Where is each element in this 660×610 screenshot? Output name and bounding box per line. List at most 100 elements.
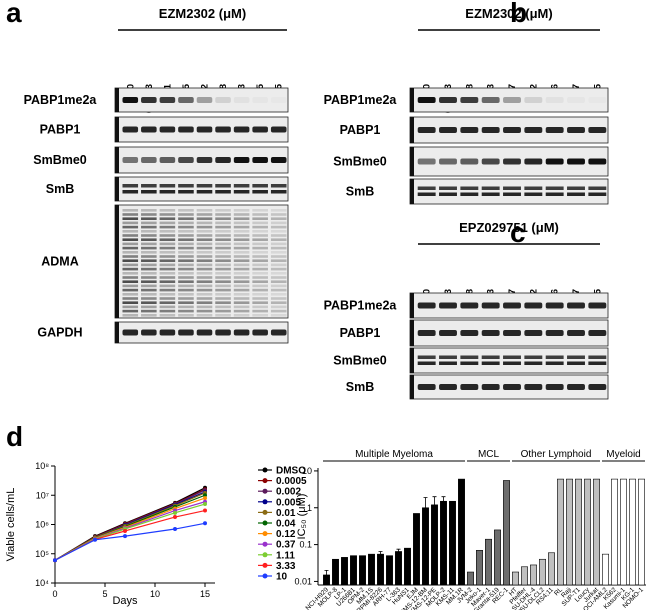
blot-band [270,190,287,194]
blot-band [122,246,139,250]
blot-band [141,238,157,241]
bar [557,478,564,586]
blot-band [233,280,250,283]
blot-band [439,330,457,336]
blot-band [178,309,194,313]
data-point [173,527,177,532]
concentration-label: 0 [422,84,433,89]
bar [449,500,456,586]
blot-band [215,246,231,250]
blot-band [252,297,268,300]
blot-band [122,225,139,229]
group-label: Other Lymphoid [521,449,592,460]
bar [440,500,447,586]
blot-band [252,267,268,271]
bar [476,549,483,586]
bar [377,553,384,586]
blot-band [233,209,250,212]
blot-band [196,309,213,313]
bar [638,478,645,586]
blot-band [159,242,176,246]
blot-band [159,190,176,194]
blot-band [159,246,176,250]
y-tick-label: 0.01 [294,576,312,586]
blot-band [252,221,268,225]
blot-edge [115,147,119,173]
blot-band [233,238,250,241]
error-bar [423,497,428,508]
blot-band [567,361,585,365]
blot-band [233,234,250,237]
bar [431,504,438,586]
blot-band [178,305,194,309]
blot-band [503,384,521,390]
blot-band [588,361,607,365]
blot-band [159,209,176,212]
y-tick-label: 10 [302,466,312,476]
blot-band [545,127,564,133]
blot-band [233,97,250,103]
blot-band [271,97,287,103]
blot-band [178,251,194,254]
blot-band [196,126,213,133]
blot-band [215,293,231,296]
blot-band [122,230,139,233]
bar [413,513,420,586]
concentration-label: 0 [422,289,433,294]
blot-band [417,158,436,165]
blot-band [545,158,564,165]
blot-band [159,329,176,336]
blot-band [178,246,194,250]
error-bar [378,551,383,555]
blot-band [233,276,250,279]
blot-band [270,184,287,188]
blot-row-label: SmB [46,182,74,196]
blot-band [159,276,176,279]
blot-band [196,263,213,267]
blot-band [178,329,194,336]
bar [539,558,546,586]
blot-row-label: PABP1me2a [24,93,98,107]
data-point [203,508,207,513]
legend-marker [262,467,268,473]
blot-band [122,272,139,275]
blot-band [233,242,250,246]
y-tick-label: 10⁴ [35,578,49,588]
blot-band [196,217,213,220]
blot-band [270,259,287,262]
bar [629,478,636,586]
blot-band [215,329,231,336]
blot-band [567,330,585,336]
blot-strip [409,292,609,319]
blot-band [178,209,194,212]
blot-band [588,97,606,103]
blot-band [233,217,250,220]
blot-band [567,97,585,103]
blot-band [178,255,194,258]
legend-label: DMSO [276,466,306,477]
x-tick-label: 5 [102,589,107,599]
blot-band [141,217,157,220]
y-axis-label: Viable cells/mL [5,488,17,562]
blot-band [141,190,157,194]
blot-edge [115,322,119,343]
blot-band [215,280,231,283]
concentration-label: 0 [125,84,136,89]
blot-band [270,251,287,254]
blot-band [503,330,521,336]
blot-band [567,186,585,190]
blot-band [545,186,564,190]
treatment-header: EPZ029751 (μM) [459,220,559,235]
blot-band [439,302,457,309]
blot-band [215,225,231,229]
blot-band [178,242,194,246]
data-point [123,534,127,539]
blot-background [114,176,289,202]
blot-band [159,280,176,283]
blot-band [215,272,231,275]
blot-band [439,158,457,165]
blot-row-label: GAPDH [37,326,82,340]
blot-band [122,238,139,241]
blot-band [215,230,231,233]
